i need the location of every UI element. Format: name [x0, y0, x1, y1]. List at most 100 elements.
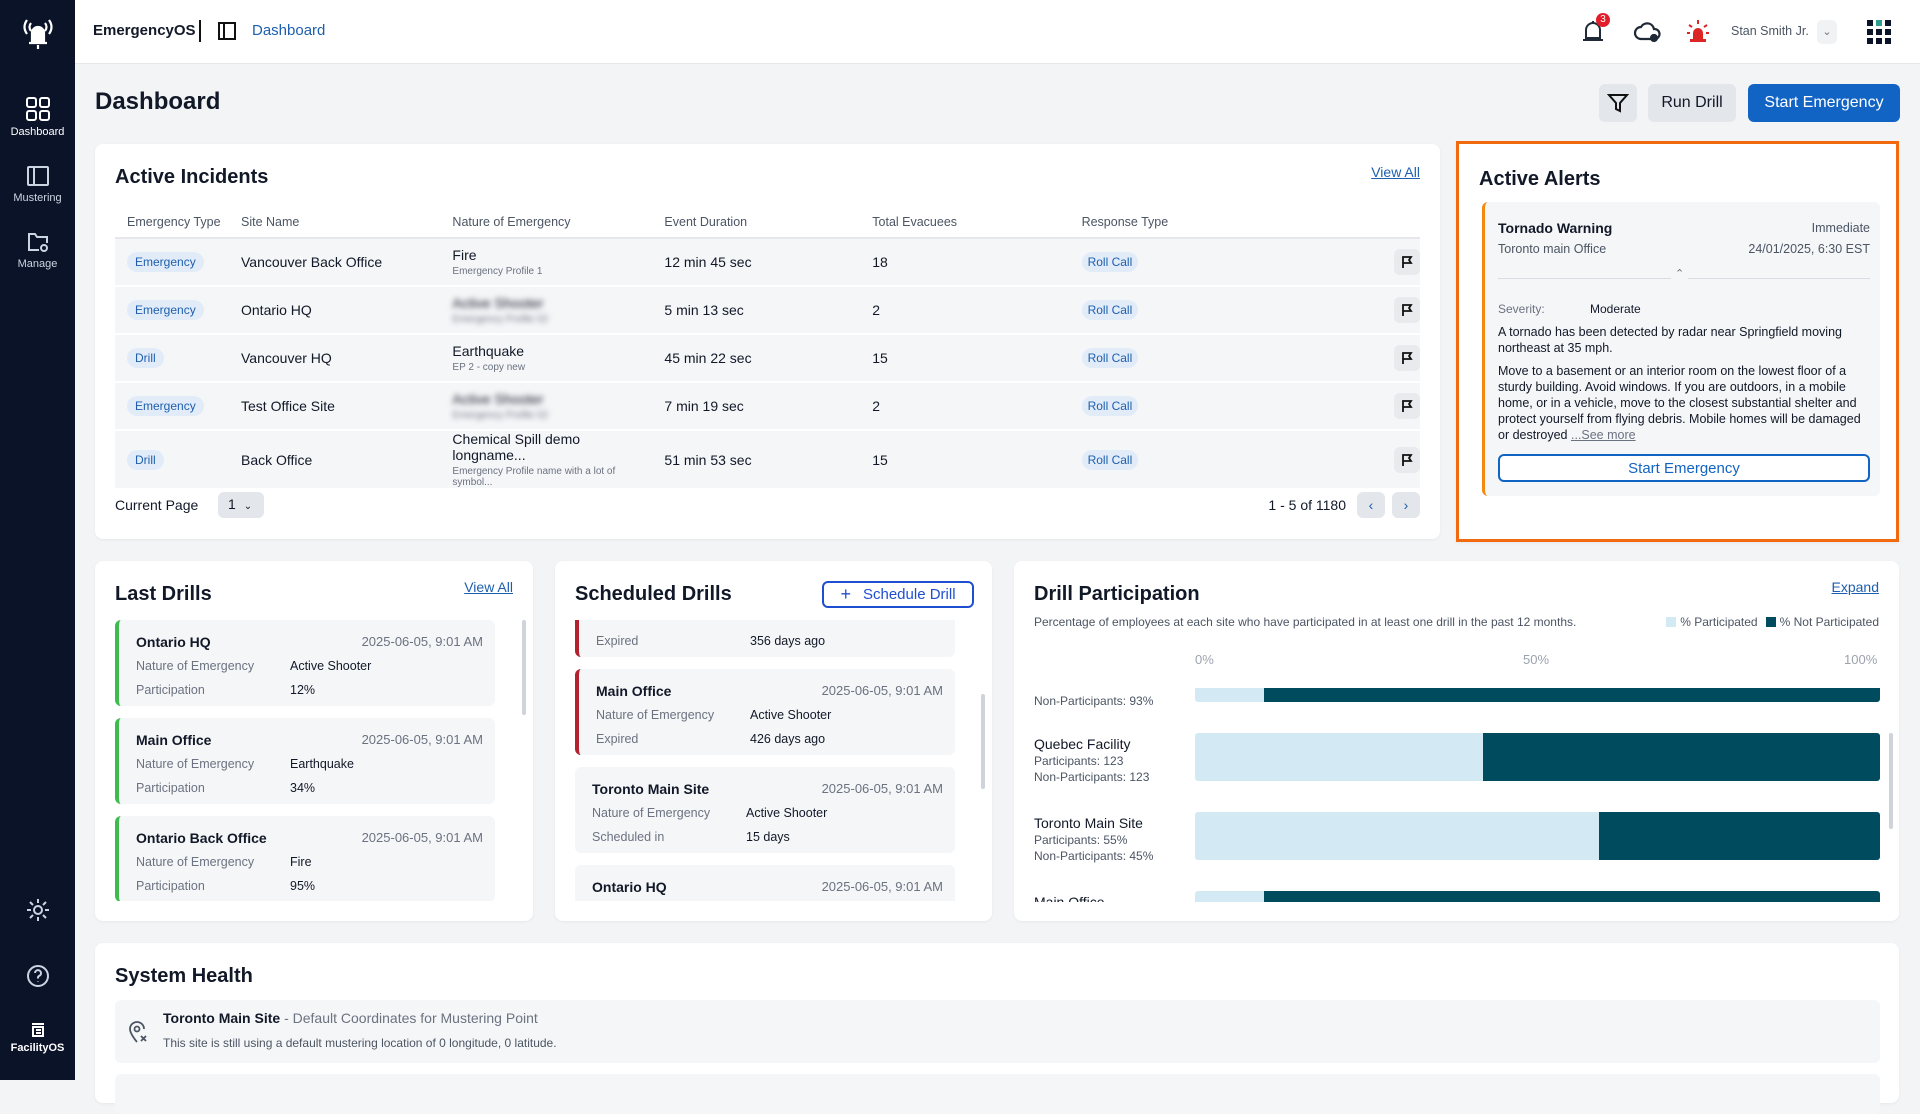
drill-site: Ontario Back Office: [136, 830, 267, 846]
pagination-range: 1 - 5 of 1180: [1268, 497, 1346, 513]
settings-button[interactable]: [0, 897, 75, 927]
scheduled-drill-item[interactable]: Toronto Main Site 2025-06-05, 9:01 AM Natu…: [575, 767, 955, 853]
flag-button[interactable]: [1394, 393, 1420, 419]
field-label: Participation: [136, 683, 205, 697]
view-all-link[interactable]: View All: [464, 579, 513, 595]
participation-chart[interactable]: Non-Participants: 93% Quebec Facility Pa…: [1014, 688, 1899, 902]
flag-button[interactable]: [1394, 446, 1420, 473]
notifications-button[interactable]: 3: [1580, 13, 1610, 46]
schedule-drill-button[interactable]: + Schedule Drill: [822, 581, 974, 608]
profile: Emergency Profile name with a lot of sym…: [452, 466, 616, 488]
sidebar-item-dashboard[interactable]: Dashboard: [0, 96, 75, 138]
scheduled-drills-list[interactable]: Expired 356 days ago Main Office 2025-06-05…: [555, 620, 975, 901]
sidebar-item-manage[interactable]: Manage: [0, 230, 75, 270]
scrollbar[interactable]: [522, 620, 526, 715]
card-title: Active Incidents: [115, 166, 269, 188]
drill-participation: 12%: [290, 683, 316, 697]
expand-link[interactable]: Expand: [1831, 579, 1879, 595]
scheduled-drill-item[interactable]: Ontario HQ 2025-06-05, 9:01 AM: [575, 865, 955, 901]
actions-cell: [1204, 382, 1420, 431]
table-row[interactable]: Drill Vancouver HQ Earthquake EP 2 - copy…: [115, 334, 1420, 383]
page-select[interactable]: 1 ⌄: [218, 492, 264, 518]
field-label: Expired: [596, 732, 639, 746]
alarm-bell-icon: [22, 19, 53, 49]
drill-nature: Earthquake: [290, 757, 354, 771]
drill-item[interactable]: Main Office 2025-06-05, 9:01 AM Nature of…: [115, 718, 495, 804]
flag-button[interactable]: [1394, 297, 1420, 323]
actions-cell: [1204, 238, 1420, 287]
prev-page-button[interactable]: ‹: [1357, 492, 1385, 518]
alert-item: Tornado Warning Immediate Toronto main O…: [1482, 202, 1880, 496]
filter-button[interactable]: [1599, 84, 1637, 122]
drill-nature: Fire: [290, 855, 312, 869]
participation-row: Main Office: [1014, 891, 1899, 902]
sidebar-item-mustering[interactable]: Mustering: [0, 164, 75, 204]
flag-button[interactable]: [1394, 249, 1420, 275]
last-drills-list[interactable]: Ontario HQ 2025-06-05, 9:01 AM Nature of …: [95, 620, 515, 901]
not-participated-segment: [1263, 688, 1880, 702]
table-row[interactable]: Emergency Vancouver Back Office Fire Emer…: [115, 238, 1420, 287]
app-logo: [0, 14, 75, 56]
see-more-link[interactable]: ...See more: [1570, 428, 1636, 442]
card-title: System Health: [115, 965, 253, 987]
help-circle-icon: [26, 965, 49, 987]
type-cell: Emergency: [115, 238, 229, 287]
alert-start-emergency-button[interactable]: Start Emergency: [1498, 454, 1870, 482]
help-button[interactable]: [0, 963, 75, 993]
flag-button[interactable]: [1394, 345, 1420, 371]
participation-bar[interactable]: [1195, 733, 1880, 781]
site-name: Quebec Facility: [1034, 736, 1131, 752]
drill-participation: 34%: [290, 781, 316, 795]
user-name[interactable]: Stan Smith Jr.: [1731, 24, 1809, 38]
drill-item[interactable]: Ontario HQ 2025-06-05, 9:01 AM Nature of …: [115, 620, 495, 706]
flag-icon: [1402, 304, 1413, 316]
next-page-button[interactable]: ›: [1392, 492, 1420, 518]
profile: Emergency Profile 1: [452, 266, 543, 277]
response-cell: Roll Call: [1069, 238, 1204, 287]
start-emergency-button[interactable]: Start Emergency: [1748, 84, 1900, 122]
health-item[interactable]: [115, 1074, 1880, 1114]
top-bar: EmergencyOS Dashboard 3 Stan Smith Jr. ⌄: [75, 0, 1920, 64]
emergency-type-badge: Drill: [127, 449, 164, 470]
health-site: Toronto Main Site: [163, 1010, 281, 1026]
non-participants-count: Non-Participants: 45%: [1034, 849, 1154, 863]
scheduled-drill-item[interactable]: Main Office 2025-06-05, 9:01 AM Nature of …: [575, 669, 955, 755]
column-header: Total Evacuees: [860, 206, 1070, 239]
drill-date: 2025-06-05, 9:01 AM: [821, 683, 943, 698]
table-row[interactable]: Drill Back Office Chemical Spill demo lo…: [115, 430, 1420, 490]
siren-icon[interactable]: [1685, 18, 1711, 44]
collapse-chevron-up-icon[interactable]: ⌃: [1671, 267, 1689, 280]
participation-bar[interactable]: [1195, 891, 1880, 902]
run-drill-button[interactable]: Run Drill: [1648, 84, 1736, 122]
scrollbar[interactable]: [1889, 733, 1893, 829]
participation-bar[interactable]: [1195, 812, 1880, 860]
scrollbar[interactable]: [981, 694, 985, 789]
view-all-link[interactable]: View All: [1371, 164, 1420, 180]
user-menu-chevron-down-icon[interactable]: ⌄: [1817, 20, 1837, 44]
column-header: Site Name: [229, 206, 441, 239]
breadcrumb-dashboard[interactable]: Dashboard: [252, 22, 326, 39]
plus-icon: +: [840, 584, 851, 604]
card-title: Drill Participation: [1034, 583, 1200, 605]
health-item[interactable]: Toronto Main Site - Default Coordinates …: [115, 1000, 1880, 1063]
page-title: Dashboard: [95, 88, 221, 115]
column-header: Event Duration: [652, 206, 861, 239]
nature: Chemical Spill demo longname...: [452, 431, 581, 463]
site-cell: Ontario HQ: [229, 286, 441, 335]
alert-description: A tornado has been detected by radar nea…: [1498, 325, 1842, 355]
response-type-badge: Roll Call: [1081, 252, 1139, 272]
table-row[interactable]: Emergency Ontario HQ Active Shooter Emerg…: [115, 286, 1420, 335]
drill-item[interactable]: Ontario Back Office 2025-06-05, 9:01 AM N…: [115, 816, 495, 901]
facilityos-switch[interactable]: FacilityOS: [0, 1022, 75, 1054]
severity-value: Moderate: [1590, 302, 1641, 316]
emergency-type-badge: Emergency: [127, 396, 204, 416]
field-label: Nature of Emergency: [136, 757, 255, 771]
drill-status: 426 days ago: [750, 732, 826, 746]
participation-bar[interactable]: [1195, 688, 1880, 702]
drill-site: Main Office: [136, 732, 212, 748]
scheduled-drill-item[interactable]: Expired 356 days ago: [575, 620, 955, 657]
cloud-alert-icon[interactable]: [1633, 18, 1661, 46]
table-row[interactable]: Emergency Test Office Site Active Shoote…: [115, 382, 1420, 431]
field-label: Nature of Emergency: [592, 806, 711, 820]
apps-grid-icon[interactable]: [1867, 20, 1891, 44]
